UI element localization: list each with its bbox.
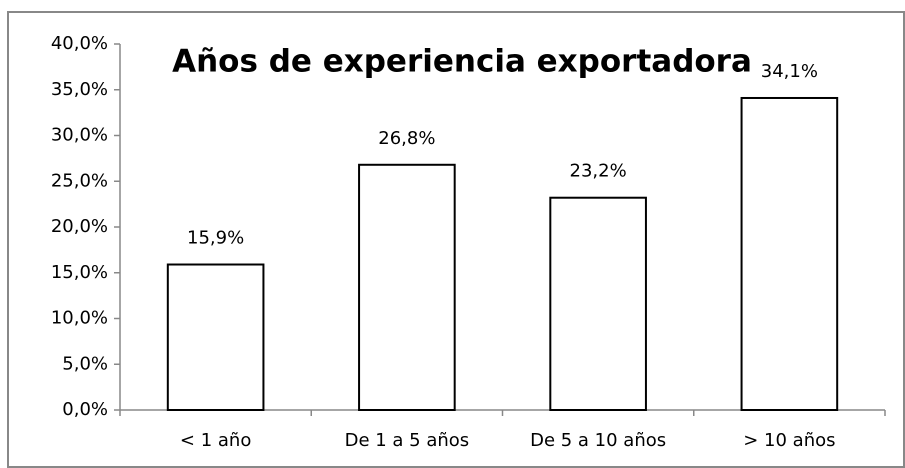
x-tick-label: De 5 a 10 años	[530, 430, 666, 451]
y-tick-label: 0,0%	[62, 399, 108, 420]
bar	[358, 163, 456, 411]
y-tick-label: 5,0%	[62, 353, 108, 374]
x-tick-label: De 1 a 5 años	[345, 430, 470, 451]
y-tick-label: 35,0%	[51, 79, 108, 100]
bar	[166, 263, 265, 412]
x-tick-label: > 10 años	[743, 430, 835, 451]
y-tick-label: 30,0%	[51, 125, 108, 146]
x-tick-label: < 1 año	[180, 430, 251, 451]
y-tick-label: 25,0%	[51, 170, 108, 191]
data-label: 15,9%	[187, 228, 244, 249]
y-tick-label: 40,0%	[51, 33, 108, 54]
data-label: 34,1%	[761, 61, 818, 82]
y-tick-label: 15,0%	[51, 262, 108, 283]
bar	[740, 96, 839, 412]
data-label: 23,2%	[570, 161, 627, 182]
data-label: 26,8%	[378, 128, 435, 149]
chart-title: Años de experiencia exportadora	[172, 44, 752, 80]
bar	[549, 196, 647, 411]
y-tick-label: 20,0%	[51, 216, 108, 237]
y-tick-label: 10,0%	[51, 308, 108, 329]
